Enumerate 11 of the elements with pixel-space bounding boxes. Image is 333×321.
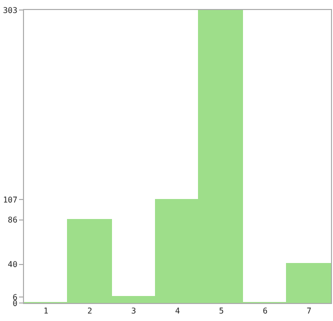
x-tick-label: 7 [306,306,312,316]
x-tick-label: 6 [262,306,268,316]
y-tick-label: 40 [8,260,18,270]
y-tick-label: 107 [2,195,18,204]
x-tick-label: 1 [44,306,49,316]
x-tick-label: 4 [175,306,180,316]
y-tick-label: 86 [8,216,18,225]
x-tick-label: 5 [218,306,224,316]
x-tick-label: 3 [131,306,136,316]
y-tick-label: 303 [2,6,18,15]
x-tick-label: 2 [87,306,92,316]
